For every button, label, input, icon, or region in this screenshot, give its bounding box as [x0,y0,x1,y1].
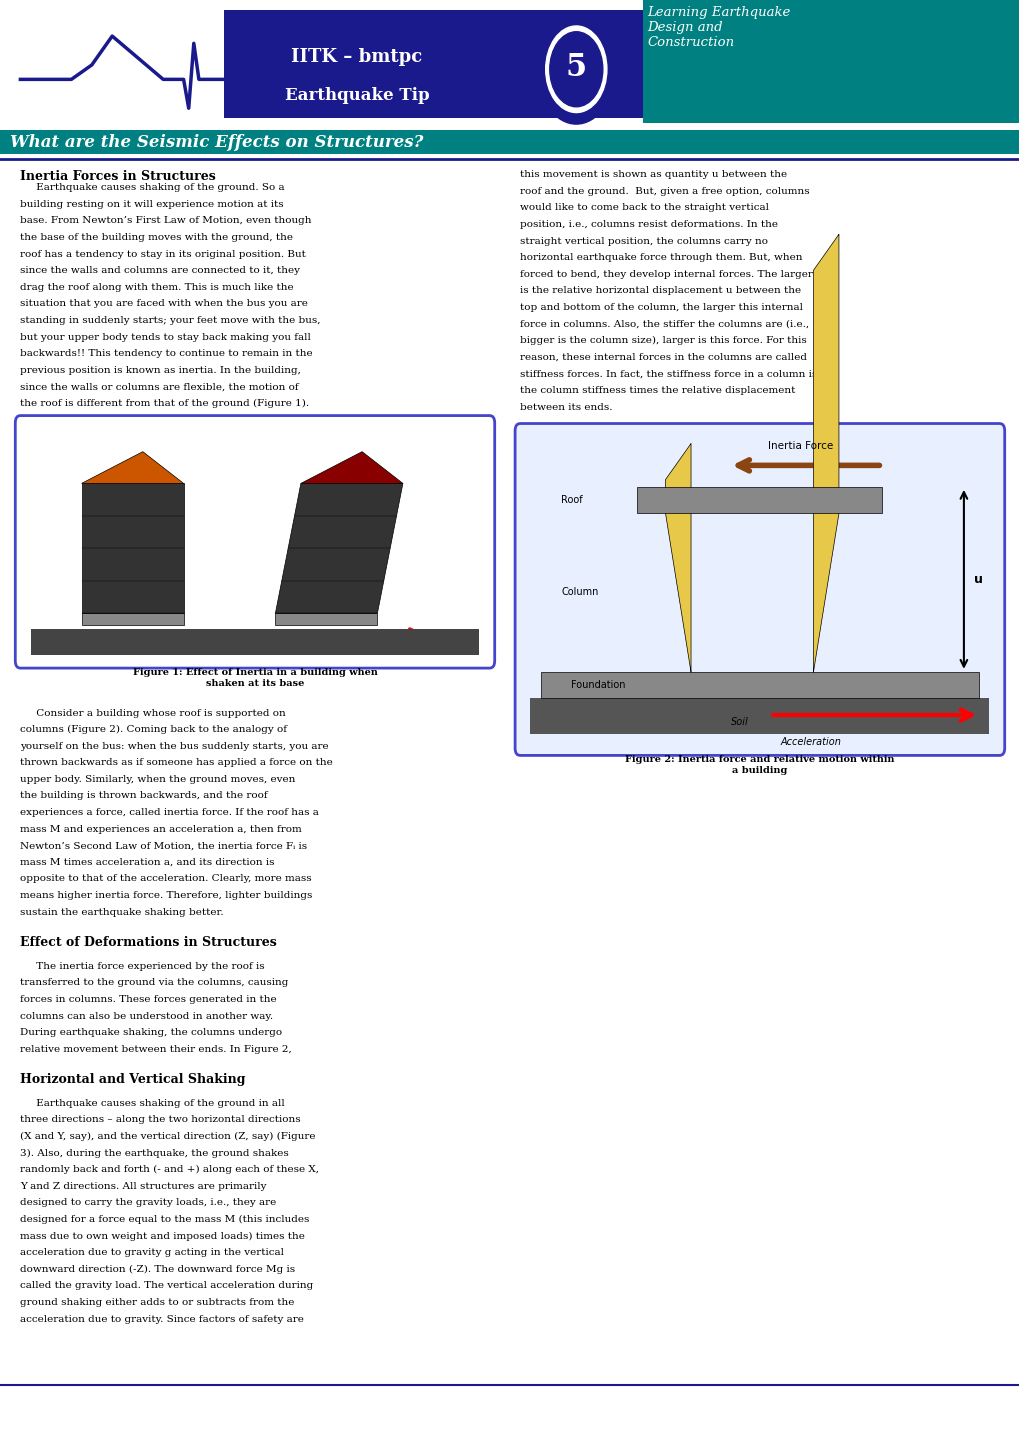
Text: roof and the ground.  But, given a free option, columns: roof and the ground. But, given a free o… [520,186,809,196]
Text: The inertia force experienced by the roof is: The inertia force experienced by the roo… [20,962,265,971]
Text: this movement is shown as quantity u between the: this movement is shown as quantity u bet… [520,170,787,179]
Text: the column stiffness times the relative displacement: the column stiffness times the relative … [520,387,795,395]
Text: designed for a force equal to the mass M (this includes: designed for a force equal to the mass M… [20,1215,310,1224]
FancyBboxPatch shape [0,130,1019,154]
Text: force in columns. Also, the stiffer the columns are (i.e.,: force in columns. Also, the stiffer the … [520,320,808,329]
Text: stiffness forces. In fact, the stiffness force in a column is: stiffness forces. In fact, the stiffness… [520,369,816,378]
Text: Earthquake causes shaking of the ground in all: Earthquake causes shaking of the ground … [20,1100,285,1108]
Text: backwards!! This tendency to continue to remain in the: backwards!! This tendency to continue to… [20,349,313,358]
Text: horizontal earthquake force through them. But, when: horizontal earthquake force through them… [520,254,802,263]
Text: u: u [973,573,982,586]
Text: relative movement between their ends. In Figure 2,: relative movement between their ends. In… [20,1045,291,1053]
Text: Inertia Force: Inertia Force [767,442,833,450]
Text: called the gravity load. The vertical acceleration during: called the gravity load. The vertical ac… [20,1281,314,1290]
Text: previous position is known as inertia. In the building,: previous position is known as inertia. I… [20,367,301,375]
Text: Foundation: Foundation [571,680,625,690]
Polygon shape [275,483,403,613]
Text: opposite to that of the acceleration. Clearly, more mass: opposite to that of the acceleration. Cl… [20,874,312,883]
Text: transferred to the ground via the columns, causing: transferred to the ground via the column… [20,978,288,987]
Text: IITK – bmtpc: IITK – bmtpc [291,48,422,65]
Polygon shape [82,452,183,483]
Text: columns can also be understood in another way.: columns can also be understood in anothe… [20,1012,273,1020]
Text: would like to come back to the straight vertical: would like to come back to the straight … [520,203,768,212]
FancyBboxPatch shape [515,424,1004,756]
Text: ground shaking either adds to or subtracts from the: ground shaking either adds to or subtrac… [20,1299,294,1307]
Text: mass M times acceleration a, and its direction is: mass M times acceleration a, and its dir… [20,857,275,867]
Text: experiences a force, called inertia force. If the roof has a: experiences a force, called inertia forc… [20,808,319,817]
Text: Y and Z directions. All structures are primarily: Y and Z directions. All structures are p… [20,1182,267,1190]
Text: yourself on the bus: when the bus suddenly starts, you are: yourself on the bus: when the bus sudden… [20,742,329,750]
Text: thrown backwards as if someone has applied a force on the: thrown backwards as if someone has appli… [20,759,333,768]
Text: since the walls and columns are connected to it, they: since the walls and columns are connecte… [20,266,301,276]
Text: bigger is the column size), larger is this force. For this: bigger is the column size), larger is th… [520,336,806,345]
Text: since the walls or columns are flexible, the motion of: since the walls or columns are flexible,… [20,382,299,391]
Text: downward direction (-Z). The downward force Mg is: downward direction (-Z). The downward fo… [20,1264,296,1274]
Text: designed to carry the gravity loads, i.e., they are: designed to carry the gravity loads, i.e… [20,1199,276,1208]
Text: acceleration due to gravity. Since factors of safety are: acceleration due to gravity. Since facto… [20,1315,304,1323]
Text: but your upper body tends to stay back making you fall: but your upper body tends to stay back m… [20,332,311,342]
Text: columns (Figure 2). Coming back to the analogy of: columns (Figure 2). Coming back to the a… [20,726,287,734]
Text: Figure 2: Inertia force and relative motion within
a building: Figure 2: Inertia force and relative mot… [625,756,894,775]
FancyBboxPatch shape [82,613,183,625]
Text: Earthquake Tip: Earthquake Tip [284,87,429,104]
Text: forced to bend, they develop internal forces. The larger: forced to bend, they develop internal fo… [520,270,812,278]
Text: reason, these internal forces in the columns are called: reason, these internal forces in the col… [520,352,806,362]
FancyBboxPatch shape [224,10,652,118]
FancyBboxPatch shape [275,613,377,625]
Text: 5: 5 [566,52,586,84]
Text: the roof is different from that of the ground (Figure 1).: the roof is different from that of the g… [20,398,309,408]
Text: 3). Also, during the earthquake, the ground shakes: 3). Also, during the earthquake, the gro… [20,1149,288,1157]
Text: randomly back and forth (- and +) along each of these X,: randomly back and forth (- and +) along … [20,1166,319,1175]
Text: building resting on it will experience motion at its: building resting on it will experience m… [20,199,283,209]
Text: What are the Seismic Effects on Structures?: What are the Seismic Effects on Structur… [10,134,423,150]
Circle shape [549,32,602,107]
Text: Newton’s Second Law of Motion, the inertia force Fᵢ is: Newton’s Second Law of Motion, the inert… [20,841,307,850]
Text: the building is thrown backwards, and the roof: the building is thrown backwards, and th… [20,792,268,801]
FancyBboxPatch shape [642,0,1019,123]
Text: Consider a building whose roof is supported on: Consider a building whose roof is suppor… [20,709,286,717]
Text: drag the roof along with them. This is much like the: drag the roof along with them. This is m… [20,283,293,291]
Text: During earthquake shaking, the columns undergo: During earthquake shaking, the columns u… [20,1029,282,1038]
Text: three directions – along the two horizontal directions: three directions – along the two horizon… [20,1115,301,1124]
Text: roof has a tendency to stay in its original position. But: roof has a tendency to stay in its origi… [20,250,306,258]
Circle shape [537,14,614,124]
Text: Earthquake causes shaking of the ground. So a: Earthquake causes shaking of the ground.… [20,183,284,192]
Text: mass M and experiences an acceleration a, then from: mass M and experiences an acceleration a… [20,825,302,834]
Polygon shape [82,483,183,613]
Text: forces in columns. These forces generated in the: forces in columns. These forces generate… [20,996,277,1004]
Text: Column: Column [560,587,598,597]
Text: means higher inertia force. Therefore, lighter buildings: means higher inertia force. Therefore, l… [20,892,313,900]
Text: Horizontal and Vertical Shaking: Horizontal and Vertical Shaking [20,1074,246,1087]
Text: position, i.e., columns resist deformations. In the: position, i.e., columns resist deformati… [520,219,777,229]
Text: situation that you are faced with when the bus you are: situation that you are faced with when t… [20,300,308,309]
FancyBboxPatch shape [15,416,494,668]
Text: Soil: Soil [730,717,748,726]
Circle shape [545,26,606,113]
Text: standing in suddenly starts; your feet move with the bus,: standing in suddenly starts; your feet m… [20,316,321,325]
Text: Figure 1: Effect of Inertia in a building when
shaken at its base: Figure 1: Effect of Inertia in a buildin… [132,668,377,687]
Text: Effect of Deformations in Structures: Effect of Deformations in Structures [20,937,277,949]
Text: mass due to own weight and imposed loads) times the: mass due to own weight and imposed loads… [20,1232,305,1241]
Text: Inertia Forces in Structures: Inertia Forces in Structures [20,170,216,183]
Text: Roof: Roof [560,495,582,505]
Text: top and bottom of the column, the larger this internal: top and bottom of the column, the larger… [520,303,802,312]
Text: sustain the earthquake shaking better.: sustain the earthquake shaking better. [20,908,224,916]
Text: (X and Y, say), and the vertical direction (Z, say) (Figure: (X and Y, say), and the vertical directi… [20,1133,316,1141]
Text: Acceleration: Acceleration [780,736,841,746]
Text: straight vertical position, the columns carry no: straight vertical position, the columns … [520,237,767,245]
Text: Learning Earthquake
Design and
Construction: Learning Earthquake Design and Construct… [647,6,791,49]
Text: is the relative horizontal displacement u between the: is the relative horizontal displacement … [520,286,801,296]
Text: acceleration due to gravity g acting in the vertical: acceleration due to gravity g acting in … [20,1248,284,1257]
Text: between its ends.: between its ends. [520,403,612,411]
Text: upper body. Similarly, when the ground moves, even: upper body. Similarly, when the ground m… [20,775,296,784]
Text: the base of the building moves with the ground, the: the base of the building moves with the … [20,232,293,242]
Polygon shape [301,452,403,483]
Text: base. From Newton’s First Law of Motion, even though: base. From Newton’s First Law of Motion,… [20,216,312,225]
